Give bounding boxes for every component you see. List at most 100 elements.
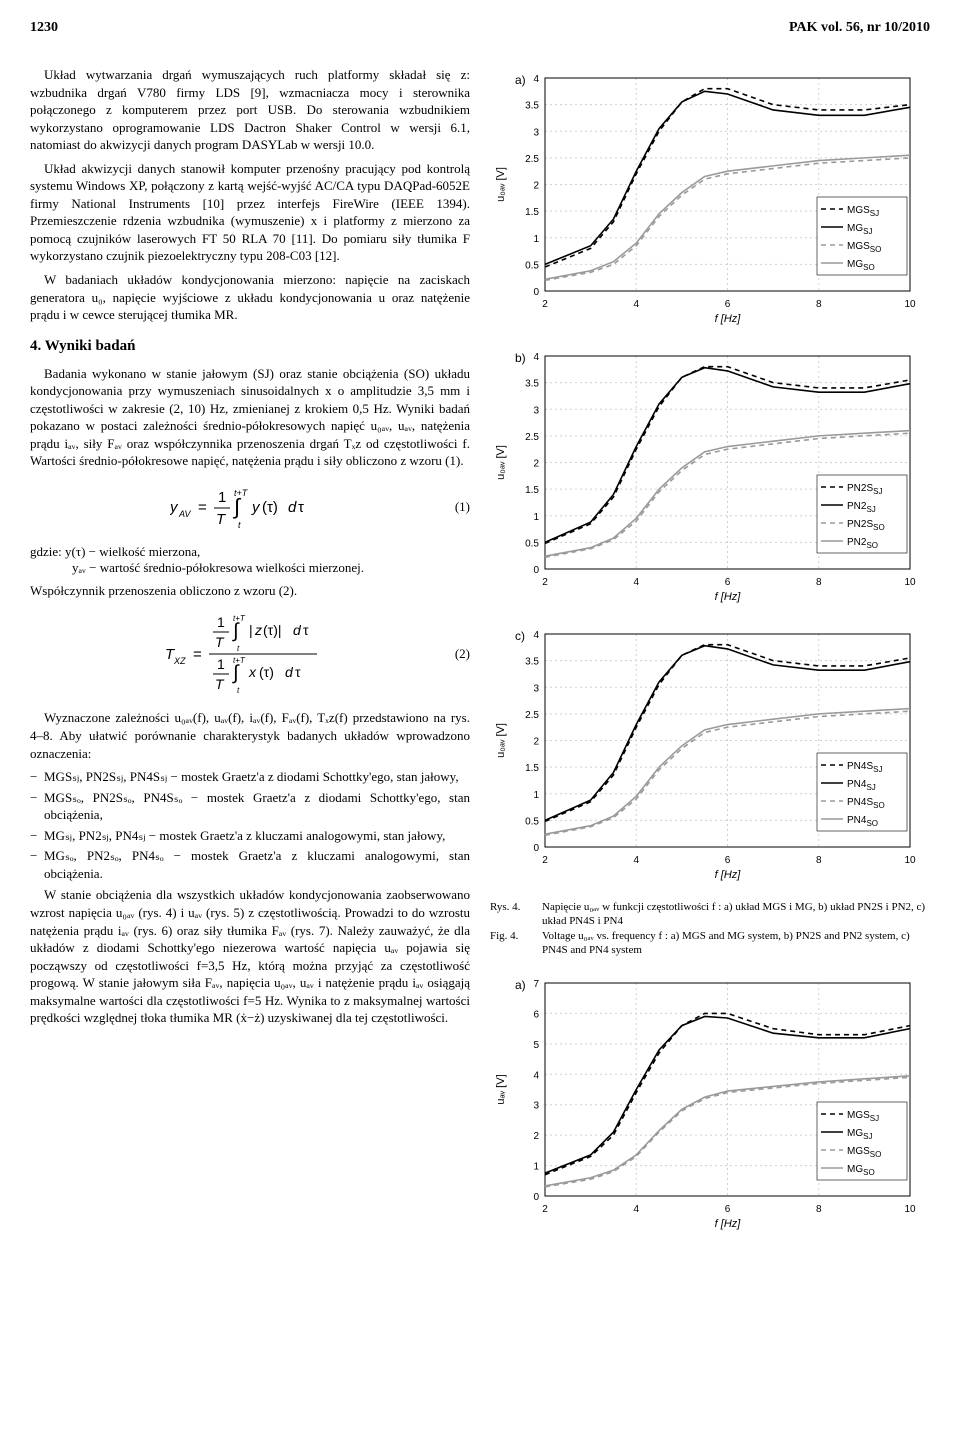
svg-text:d: d	[293, 622, 302, 638]
page-number: 1230	[30, 20, 58, 36]
svg-text:2.5: 2.5	[525, 432, 539, 443]
paragraph: Wyznaczone zależności u₀ₐᵥ(f), uₐᵥ(f), i…	[30, 709, 470, 762]
svg-text:3.5: 3.5	[525, 101, 539, 112]
page-header: 1230 PAK vol. 56, nr 10/2010	[30, 20, 930, 36]
svg-text:3: 3	[533, 1101, 539, 1112]
svg-text:τ: τ	[295, 664, 301, 680]
caption-text: Voltage u₀ₐᵥ vs. frequency f : a) MGS an…	[542, 929, 930, 958]
svg-text:8: 8	[816, 299, 822, 310]
svg-text:2: 2	[542, 577, 548, 588]
left-column: Układ wytwarzania drgań wymuszających ru…	[30, 66, 470, 1249]
svg-text:uₐᵥ [V]: uₐᵥ [V]	[495, 1075, 507, 1105]
svg-text:τ: τ	[298, 499, 304, 516]
svg-text:1.5: 1.5	[525, 207, 539, 218]
svg-text:d: d	[285, 664, 294, 680]
chart-b: 24681000.511.522.533.54f [Hz]u₀ₐᵥ [V]b)P…	[490, 344, 930, 608]
svg-text:f [Hz]: f [Hz]	[715, 1218, 742, 1230]
svg-text:6: 6	[725, 299, 731, 310]
svg-text:a): a)	[515, 978, 526, 992]
svg-text:3.5: 3.5	[525, 379, 539, 390]
svg-text:T: T	[215, 634, 225, 650]
svg-text:=: =	[193, 646, 202, 663]
list-item: MGₛⱼ, PN2ₛⱼ, PN4ₛⱼ − mostek Graetz'a z k…	[44, 827, 470, 845]
svg-text:5: 5	[533, 1040, 539, 1051]
svg-text:(τ): (τ)	[259, 664, 274, 680]
svg-text:4: 4	[533, 74, 539, 85]
svg-text:0.5: 0.5	[525, 538, 539, 549]
eq-number: (2)	[455, 646, 470, 662]
svg-text:0: 0	[533, 843, 539, 854]
svg-text:0.5: 0.5	[525, 260, 539, 271]
svg-text:AV: AV	[178, 509, 192, 519]
svg-text:4: 4	[533, 630, 539, 641]
chart-svg: 24681000.511.522.533.54f [Hz]u₀ₐᵥ [V]c)P…	[490, 622, 920, 882]
svg-text:1: 1	[218, 489, 226, 506]
right-column: 24681000.511.522.533.54f [Hz]u₀ₐᵥ [V]a)M…	[490, 66, 930, 1249]
section-4-title: 4. Wyniki badań	[30, 338, 470, 355]
designation-list: MGSₛⱼ, PN2Sₛⱼ, PN4Sₛⱼ − mostek Graetz'a …	[30, 768, 470, 882]
svg-text:2: 2	[533, 737, 539, 748]
paragraph: Współczynnik przenoszenia obliczono z wz…	[30, 582, 470, 600]
svg-text:8: 8	[816, 1204, 822, 1215]
svg-text:2.5: 2.5	[525, 710, 539, 721]
svg-text:t: t	[237, 644, 240, 653]
svg-text:x: x	[248, 664, 257, 680]
chart-a: 24681000.511.522.533.54f [Hz]u₀ₐᵥ [V]a)M…	[490, 66, 930, 330]
paragraph: W badaniach układów kondycjonowania mier…	[30, 271, 470, 324]
svg-text:2: 2	[542, 299, 548, 310]
svg-text:z: z	[254, 622, 262, 638]
svg-text:a): a)	[515, 73, 526, 87]
svg-text:f [Hz]: f [Hz]	[715, 591, 742, 603]
svg-text:1.5: 1.5	[525, 485, 539, 496]
svg-text:6: 6	[725, 1204, 731, 1215]
svg-text:4: 4	[633, 299, 639, 310]
svg-text:6: 6	[725, 855, 731, 866]
caption-label: Rys. 4.	[490, 900, 536, 929]
chart-svg: 24681000.511.522.533.54f [Hz]u₀ₐᵥ [V]a)M…	[490, 66, 920, 326]
svg-text:2: 2	[542, 1204, 548, 1215]
svg-text:T: T	[216, 511, 227, 528]
svg-text:1: 1	[533, 790, 539, 801]
paragraph: Układ akwizycji danych stanowił komputer…	[30, 160, 470, 265]
svg-text:(τ)|: (τ)|	[263, 622, 282, 638]
svg-text:4: 4	[633, 577, 639, 588]
svg-text:∫: ∫	[232, 620, 240, 642]
paragraph: W stanie obciążenia dla wszystkich układ…	[30, 886, 470, 1026]
svg-text:8: 8	[816, 855, 822, 866]
svg-text:T: T	[215, 676, 225, 692]
svg-text:6: 6	[725, 577, 731, 588]
svg-text:|: |	[249, 622, 253, 638]
svg-text:1: 1	[217, 656, 225, 672]
svg-text:7: 7	[533, 979, 539, 990]
svg-text:3: 3	[533, 405, 539, 416]
svg-text:4: 4	[533, 352, 539, 363]
svg-text:1: 1	[533, 512, 539, 523]
svg-text:=: =	[198, 499, 207, 516]
svg-text:2: 2	[533, 459, 539, 470]
paragraph: Układ wytwarzania drgań wymuszających ru…	[30, 66, 470, 154]
paragraph: Badania wykonano w stanie jałowym (SJ) o…	[30, 365, 470, 470]
svg-text:10: 10	[904, 1204, 916, 1215]
where-clause: gdzie: y(τ) − wielkość mierzona, yₐᵥ − w…	[30, 544, 470, 576]
svg-text:10: 10	[904, 855, 916, 866]
svg-text:t: t	[238, 520, 241, 530]
svg-text:c): c)	[515, 629, 525, 643]
two-column-layout: Układ wytwarzania drgań wymuszających ru…	[30, 66, 930, 1249]
svg-text:4: 4	[533, 1070, 539, 1081]
svg-text:f [Hz]: f [Hz]	[715, 313, 742, 325]
svg-text:0: 0	[533, 565, 539, 576]
svg-text:t: t	[237, 686, 240, 695]
svg-text:2: 2	[542, 855, 548, 866]
caption-text: Napięcie u₀ₐᵥ w funkcji częstotliwości f…	[542, 900, 930, 929]
svg-text:u₀ₐᵥ [V]: u₀ₐᵥ [V]	[495, 167, 507, 202]
svg-text:3.5: 3.5	[525, 657, 539, 668]
list-item: MGSₛₒ, PN2Sₛₒ, PN4Sₛₒ − mostek Graetz'a …	[44, 789, 470, 824]
svg-text:3: 3	[533, 127, 539, 138]
svg-text:1.5: 1.5	[525, 763, 539, 774]
svg-text:∫: ∫	[232, 662, 240, 684]
list-item: MGₛₒ, PN2ₛₒ, PN4ₛₒ − mostek Graetz'a z k…	[44, 847, 470, 882]
svg-text:10: 10	[904, 577, 916, 588]
fig4-caption: Rys. 4. Napięcie u₀ₐᵥ w funkcji częstotl…	[490, 900, 930, 957]
svg-text:6: 6	[533, 1010, 539, 1021]
caption-label: Fig. 4.	[490, 929, 536, 958]
